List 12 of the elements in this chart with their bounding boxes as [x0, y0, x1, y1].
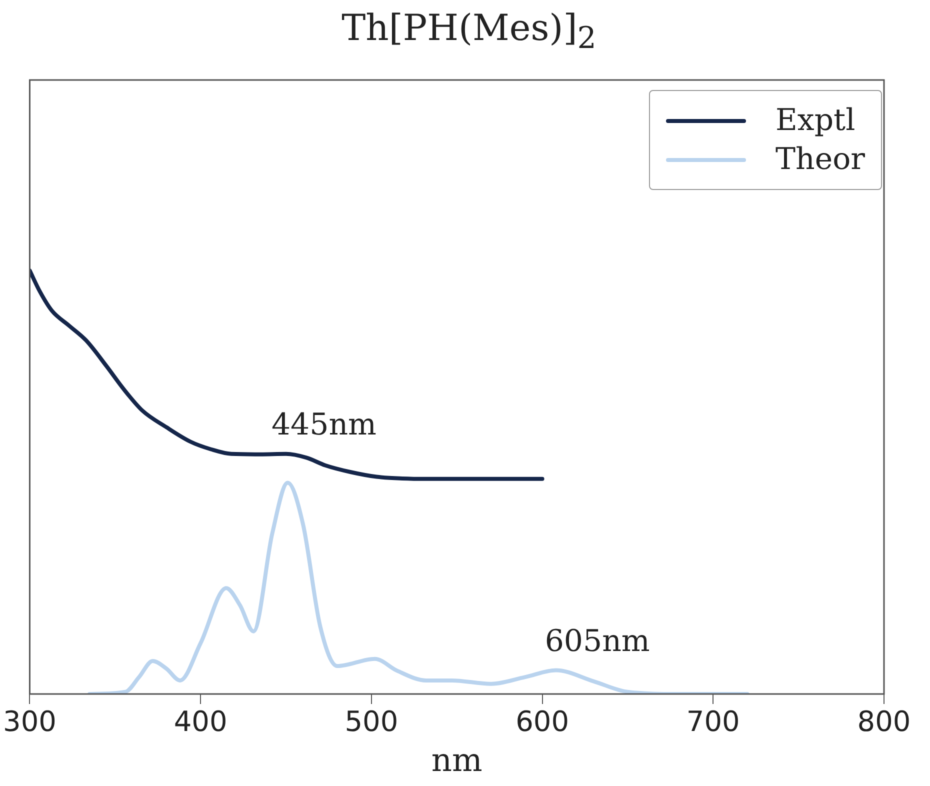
chart-title: Th[PH(Mes)]$_{2}$ — [340, 8, 598, 56]
legend-label: Exptl — [776, 103, 856, 138]
legend-label: Theor — [776, 142, 865, 177]
x-tick-label: 500 — [344, 705, 398, 738]
x-tick-label: 300 — [2, 705, 56, 738]
x-tick-label: 600 — [516, 705, 570, 738]
x-tick-label: 400 — [174, 705, 228, 738]
annotation: 605nm — [544, 624, 650, 660]
x-axis-title: nm — [431, 741, 482, 780]
x-tick-label: 700 — [686, 705, 740, 738]
annotation: 445nm — [271, 408, 376, 443]
x-tick-label: 800 — [857, 705, 911, 738]
